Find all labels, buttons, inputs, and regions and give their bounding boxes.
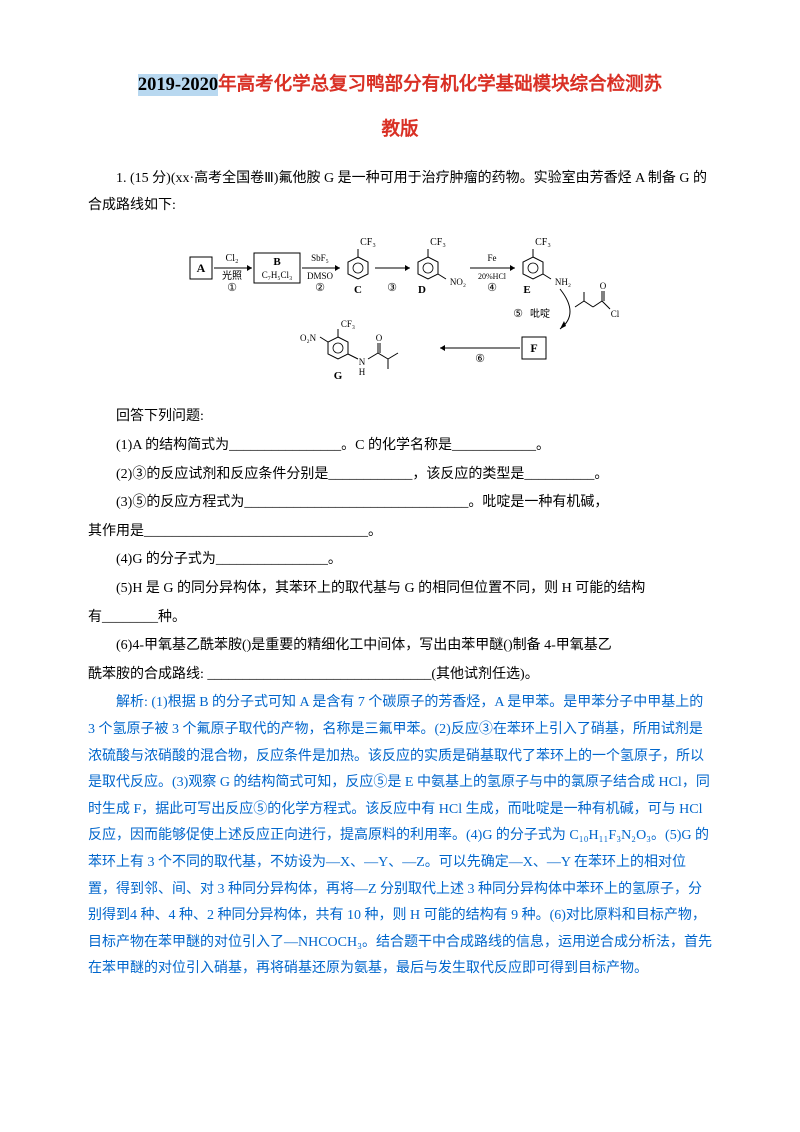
svg-text:NH₂: NH₂ bbox=[555, 277, 571, 287]
document-title: 2019-2020年高考化学总复习鸭部分有机化学基础模块综合检测苏 教版 bbox=[88, 68, 712, 148]
svg-text:SbF₅: SbF₅ bbox=[311, 253, 329, 263]
title-line-2: 教版 bbox=[88, 113, 712, 148]
svg-text:②: ② bbox=[315, 282, 325, 294]
synthesis-diagram: A Cl₂ 光照 ① B C₇H₅Cl₃ SbF₅ DMSO ② CF₃ C ③… bbox=[88, 229, 712, 394]
svg-text:O: O bbox=[600, 281, 607, 291]
title-red-1: 年高考化学总复习鸭部分有机化学基础模块综合检测苏 bbox=[218, 75, 662, 95]
question-5: (5)H 是 G 的同分异构体，其苯环上的取代基与 G 的相同但位置不同，则 H… bbox=[88, 576, 712, 603]
svg-text:E: E bbox=[523, 284, 530, 296]
svg-text:G: G bbox=[334, 370, 343, 382]
svg-text:O₂N: O₂N bbox=[300, 333, 317, 343]
svg-text:④: ④ bbox=[487, 282, 497, 294]
svg-text:D: D bbox=[418, 284, 426, 296]
svg-text:⑥: ⑥ bbox=[475, 353, 485, 365]
svg-text:N: N bbox=[359, 357, 366, 367]
question-5-cont: 有________种。 bbox=[88, 605, 712, 632]
svg-text:A: A bbox=[197, 261, 206, 275]
svg-text:O: O bbox=[376, 333, 383, 343]
svg-text:20%HCl: 20%HCl bbox=[478, 272, 507, 281]
question-intro: 1. (15 分)(xx·高考全国卷Ⅲ)氟他胺 G 是一种可用于治疗肿瘤的药物。… bbox=[88, 166, 712, 219]
svg-text:CF₃: CF₃ bbox=[430, 237, 446, 248]
question-1: (1)A 的结构简式为________________。C 的化学名称是____… bbox=[88, 433, 712, 460]
svg-text:H: H bbox=[359, 367, 366, 377]
svg-text:③: ③ bbox=[387, 282, 397, 294]
svg-text:①: ① bbox=[227, 282, 237, 294]
svg-text:⑤: ⑤ bbox=[513, 308, 523, 320]
svg-text:CF₃: CF₃ bbox=[341, 319, 355, 329]
answer-text: 解析: (1)根据 B 的分子式可知 A 是含有 7 个碳原子的芳香烃，A 是甲… bbox=[88, 690, 712, 983]
svg-text:C: C bbox=[354, 284, 362, 296]
question-6: (6)4-甲氧基乙酰苯胺()是重要的精细化工中间体，写出由苯甲醚()制备 4-甲… bbox=[88, 633, 712, 660]
svg-text:B: B bbox=[273, 256, 281, 268]
question-3: (3)⑤的反应方程式为_____________________________… bbox=[88, 490, 712, 517]
svg-text:Cl₂: Cl₂ bbox=[226, 253, 239, 264]
question-3-cont: 其作用是________________________________。 bbox=[88, 519, 712, 546]
svg-text:F: F bbox=[530, 341, 537, 355]
title-line-1: 2019-2020年高考化学总复习鸭部分有机化学基础模块综合检测苏 bbox=[88, 68, 712, 103]
svg-text:NO₂: NO₂ bbox=[450, 277, 466, 287]
svg-text:C₇H₅Cl₃: C₇H₅Cl₃ bbox=[262, 270, 292, 280]
svg-text:DMSO: DMSO bbox=[307, 271, 334, 281]
svg-text:Fe: Fe bbox=[488, 253, 497, 263]
question-4: (4)G 的分子式为________________。 bbox=[88, 547, 712, 574]
svg-text:Cl: Cl bbox=[611, 309, 620, 319]
question-6-cont: 酰苯胺的合成路线: ______________________________… bbox=[88, 662, 712, 689]
title-highlight: 2019-2020 bbox=[138, 74, 218, 96]
question-2: (2)③的反应试剂和反应条件分别是____________，该反应的类型是___… bbox=[88, 462, 712, 489]
svg-text:吡啶: 吡啶 bbox=[530, 307, 550, 320]
svg-text:CF₃: CF₃ bbox=[535, 237, 551, 248]
svg-text:CF₃: CF₃ bbox=[360, 237, 376, 248]
question-prompt: 回答下列问题: bbox=[88, 404, 712, 431]
svg-text:光照: 光照 bbox=[222, 269, 242, 282]
